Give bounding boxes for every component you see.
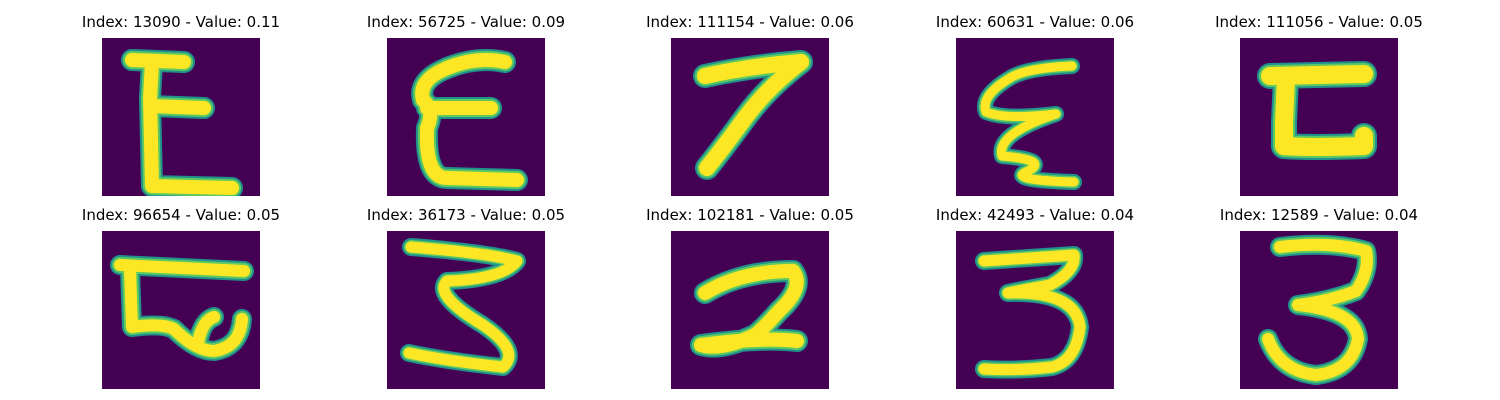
- grid-cell: Index: 42493 - Value: 0.04: [915, 206, 1155, 389]
- cell-title: Index: 12589 - Value: 0.04: [1219, 206, 1419, 224]
- grid-cell: Index: 102181 - Value: 0.05: [630, 206, 870, 389]
- digit-image: [102, 38, 260, 196]
- cell-title: Index: 111154 - Value: 0.06: [646, 13, 854, 31]
- grid-cell: Index: 36173 - Value: 0.05: [346, 206, 586, 389]
- cell-title: Index: 36173 - Value: 0.05: [366, 206, 566, 224]
- grid-cell: Index: 96654 - Value: 0.05: [61, 206, 301, 389]
- cell-title: Index: 60631 - Value: 0.06: [935, 13, 1135, 31]
- digit-image: [102, 231, 260, 389]
- cell-title: Index: 42493 - Value: 0.04: [935, 206, 1135, 224]
- grid-cell: Index: 12589 - Value: 0.04: [1199, 206, 1439, 389]
- cell-title: Index: 13090 - Value: 0.11: [81, 13, 281, 31]
- digit-image: [387, 231, 545, 389]
- cell-title: Index: 96654 - Value: 0.05: [81, 206, 281, 224]
- cell-title: Index: 56725 - Value: 0.09: [366, 13, 566, 31]
- digit-image: [1240, 231, 1398, 389]
- digit-image: [956, 231, 1114, 389]
- grid-cell: Index: 111056 - Value: 0.05: [1199, 13, 1439, 196]
- grid-cell: Index: 111154 - Value: 0.06: [630, 13, 870, 196]
- cell-title: Index: 102181 - Value: 0.05: [646, 206, 854, 224]
- grid-cell: Index: 56725 - Value: 0.09: [346, 13, 586, 196]
- digit-image: [671, 231, 829, 389]
- cell-title: Index: 111056 - Value: 0.05: [1215, 13, 1423, 31]
- digit-image: [387, 38, 545, 196]
- grid-cell: Index: 13090 - Value: 0.11: [61, 13, 301, 196]
- grid-cell: Index: 60631 - Value: 0.06: [915, 13, 1155, 196]
- digit-image: [671, 38, 829, 196]
- digit-image: [956, 38, 1114, 196]
- digit-image: [1240, 38, 1398, 196]
